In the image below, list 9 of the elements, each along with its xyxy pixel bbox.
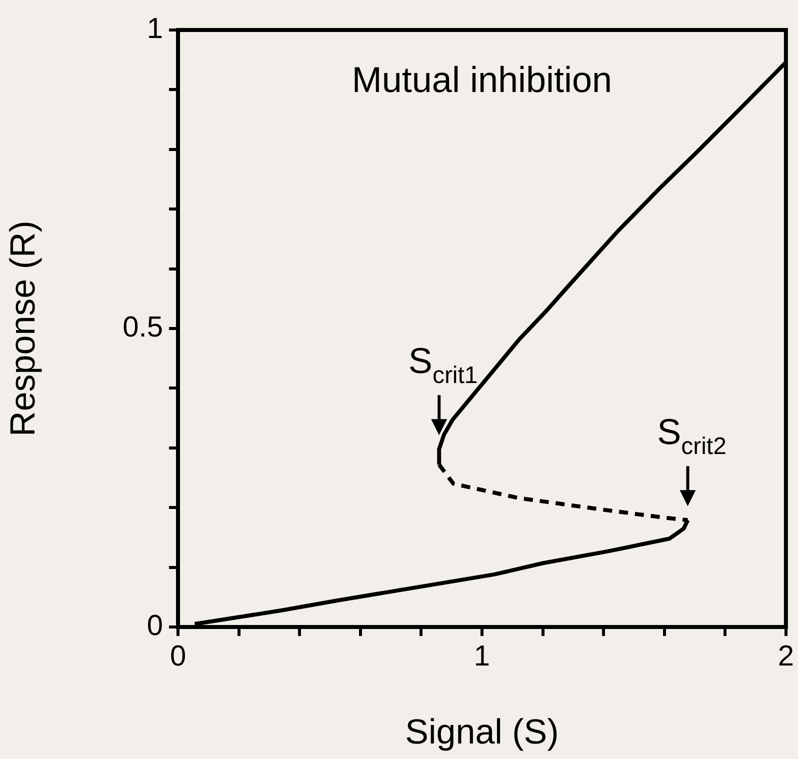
x-tick-label: 2 — [778, 640, 794, 672]
x-tick-label: 0 — [170, 640, 186, 672]
y-tick-label: 0.5 — [122, 312, 163, 344]
y-axis-title: Response (R) — [4, 220, 43, 436]
y-tick-label: 0 — [146, 610, 163, 642]
y-tick-label: 1 — [146, 13, 163, 45]
x-axis-title: Signal (S) — [405, 712, 559, 752]
x-tick-label: 1 — [474, 640, 490, 672]
annotation: Mutual inhibition — [352, 59, 612, 100]
